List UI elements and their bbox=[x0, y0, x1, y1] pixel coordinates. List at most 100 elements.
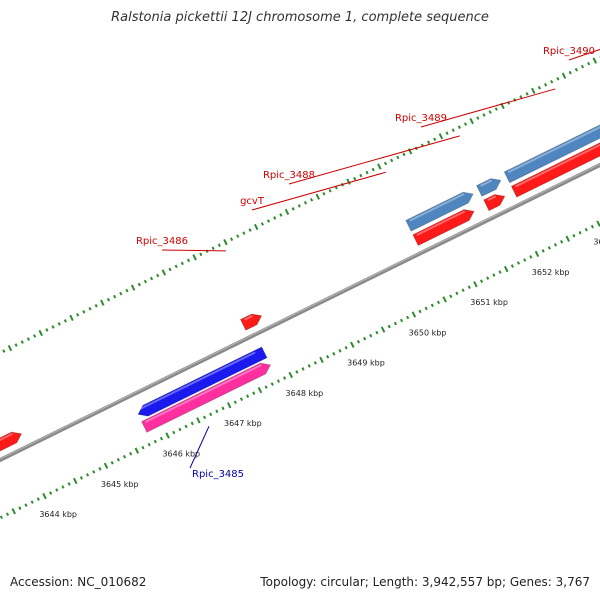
outer-ring-tick bbox=[519, 95, 523, 99]
outer-ring-tick bbox=[568, 70, 572, 75]
feature-label-Rpic_3490[interactable]: Rpic_3490 bbox=[543, 46, 595, 57]
inner-ring-tick bbox=[122, 454, 127, 459]
inner-ring-tick bbox=[301, 367, 305, 371]
inner-ring-tick bbox=[467, 285, 471, 290]
ruler-label-3645: 3645 kbp bbox=[101, 480, 139, 489]
feature-label-Rpic_3488[interactable]: Rpic_3488 bbox=[263, 170, 315, 181]
outer-ring-tick bbox=[130, 284, 136, 291]
outer-ring-tick bbox=[125, 288, 129, 293]
inner-ring-tick bbox=[276, 379, 280, 383]
outer-ring-tick bbox=[531, 87, 536, 94]
outer-ring-tick bbox=[57, 322, 61, 326]
backbone-highlight bbox=[0, 163, 600, 460]
feature-Rpic_3486[interactable] bbox=[239, 313, 263, 331]
feature-label-Rpic_3485[interactable]: Rpic_3485 bbox=[192, 469, 244, 480]
inner-ring-tick bbox=[11, 508, 16, 515]
outer-ring-tick bbox=[236, 234, 240, 238]
inner-ring-tick bbox=[516, 261, 521, 265]
feature-reverse-cds[interactable] bbox=[137, 346, 268, 417]
outer-ring-tick bbox=[445, 131, 449, 136]
inner-ring-tick bbox=[209, 412, 213, 417]
outer-ring-tick bbox=[407, 148, 413, 155]
outer-ring-tick bbox=[82, 310, 86, 314]
topology-text: Topology: circular; Length: 3,942,557 bp… bbox=[260, 575, 590, 589]
inner-ring-tick bbox=[196, 417, 201, 424]
ruler-label-3651: 3651 kbp bbox=[470, 298, 508, 307]
outer-ring-tick bbox=[402, 152, 406, 157]
outer-ring-tick bbox=[476, 116, 480, 120]
feature-shine bbox=[507, 125, 600, 174]
inner-ring-tick bbox=[565, 235, 570, 242]
ruler-labels: 3644 kbp 3645 kbp 3646 kbp 3647 kbp 3648 kbp… bbox=[39, 238, 600, 519]
outer-ring-tick bbox=[561, 72, 567, 79]
inner-ring-tick bbox=[116, 457, 120, 462]
feature-Rpic_3489-rna[interactable] bbox=[510, 93, 600, 198]
feature-label-gcvT[interactable]: gcvT bbox=[240, 196, 265, 207]
inner-tick-ring bbox=[0, 220, 600, 520]
outer-ring-tick bbox=[230, 237, 234, 241]
outer-ring-tick bbox=[211, 246, 215, 251]
outer-ring-tick bbox=[346, 178, 351, 185]
inner-ring-tick bbox=[590, 224, 594, 229]
outer-ring-tick bbox=[279, 213, 283, 217]
inner-ring-tick bbox=[98, 467, 102, 471]
inner-ring-tick bbox=[246, 394, 250, 398]
outer-ring-tick bbox=[217, 243, 221, 247]
outer-ring-tick bbox=[433, 137, 437, 142]
feature-left-rna[interactable] bbox=[0, 431, 23, 457]
outer-ring-tick bbox=[161, 269, 167, 276]
outer-ring-tick bbox=[186, 258, 191, 263]
outer-ring-tick bbox=[390, 158, 394, 163]
inner-ring-tick bbox=[430, 303, 434, 308]
feature-Rpic_3488-rna[interactable] bbox=[483, 194, 506, 212]
inner-ring-tick bbox=[36, 497, 40, 501]
inner-ring-tick bbox=[350, 341, 355, 348]
inner-ring-tick bbox=[42, 492, 47, 500]
feature-shine bbox=[480, 179, 493, 187]
outer-ring-tick bbox=[76, 313, 80, 317]
outer-ring-tick bbox=[51, 325, 55, 329]
inner-ring-tick bbox=[418, 309, 422, 314]
feature-Rpic_3485[interactable] bbox=[141, 362, 272, 433]
inner-ring-tick bbox=[387, 324, 391, 329]
feature-layer bbox=[0, 79, 600, 457]
inner-ring-tick bbox=[103, 462, 109, 469]
inner-ring-tick bbox=[233, 400, 237, 405]
outer-ring-tick bbox=[580, 64, 585, 69]
leader-Rpic_3486 bbox=[161, 249, 226, 252]
outer-ring-tick bbox=[63, 319, 67, 323]
inner-ring-tick bbox=[215, 409, 219, 414]
inner-ring-tick bbox=[147, 442, 151, 447]
feature-Rpic_3488[interactable] bbox=[476, 178, 502, 197]
feature-gcvT-rna[interactable] bbox=[412, 209, 475, 247]
inner-ring-tick bbox=[73, 477, 78, 485]
outer-ring-tick bbox=[174, 264, 178, 269]
feature-Rpic_3489[interactable] bbox=[503, 79, 600, 184]
inner-ring-tick bbox=[369, 333, 373, 338]
inner-ring-tick bbox=[79, 476, 83, 480]
outer-ring-tick bbox=[353, 176, 357, 181]
outer-ring-tick bbox=[137, 282, 141, 287]
inner-ring-tick bbox=[283, 376, 287, 380]
inner-ring-tick bbox=[375, 330, 379, 335]
feature-label-Rpic_3486[interactable]: Rpic_3486 bbox=[136, 236, 188, 247]
inner-ring-tick bbox=[313, 361, 317, 365]
outer-ring-tick bbox=[273, 216, 277, 220]
inner-ring-tick bbox=[578, 230, 582, 235]
inner-ring-tick bbox=[165, 432, 170, 439]
feature-gcvT[interactable] bbox=[405, 191, 474, 232]
inner-ring-tick bbox=[270, 382, 274, 386]
outer-ring-tick bbox=[297, 204, 301, 208]
inner-ring-tick bbox=[221, 406, 225, 411]
outer-ring-tick bbox=[199, 252, 203, 257]
outer-ring-tick bbox=[26, 337, 30, 341]
outer-ring-tick bbox=[119, 291, 123, 296]
inner-ring-tick bbox=[455, 291, 459, 296]
feature-label-Rpic_3489[interactable]: Rpic_3489 bbox=[395, 113, 447, 124]
ruler-label-3646: 3646 kbp bbox=[162, 449, 200, 458]
inner-ring-tick bbox=[393, 321, 397, 326]
feature-shine bbox=[145, 364, 262, 423]
outer-ring-tick bbox=[457, 125, 461, 129]
outer-ring-tick bbox=[88, 306, 92, 311]
outer-ring-tick bbox=[303, 201, 308, 205]
